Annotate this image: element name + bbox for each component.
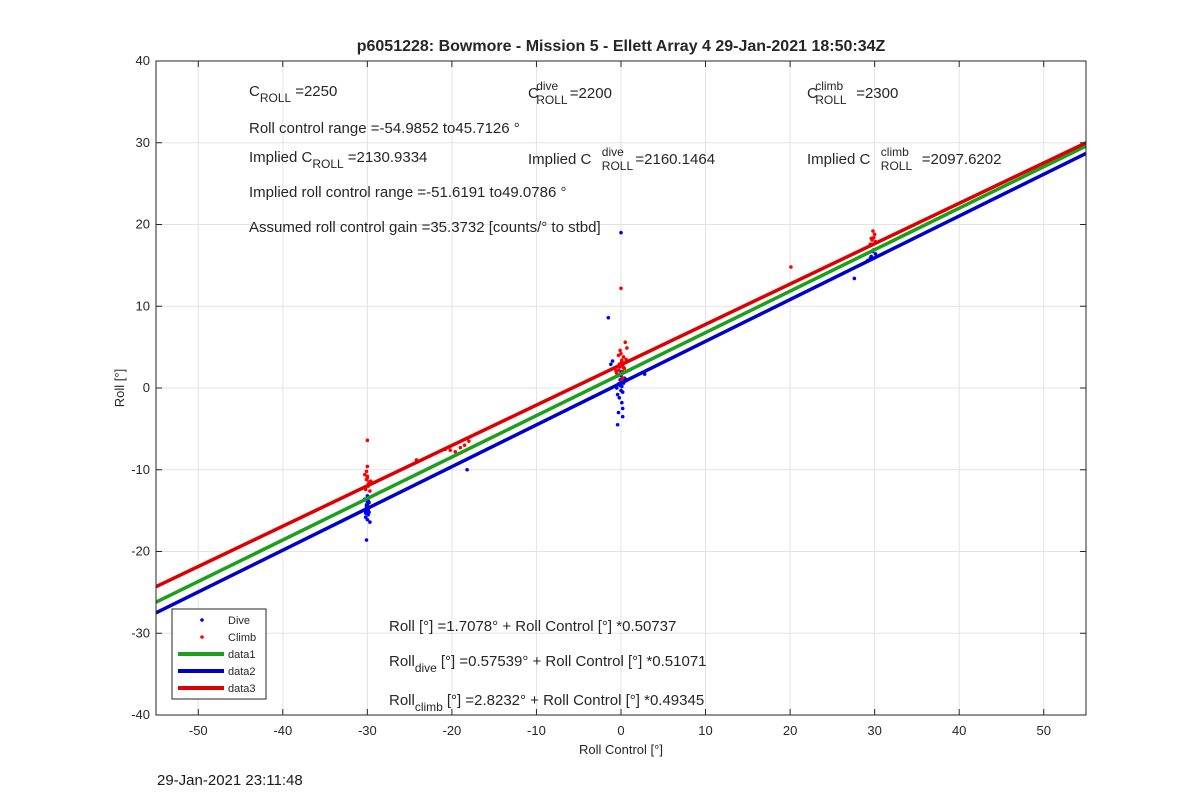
data-point-climb <box>872 232 877 237</box>
y-tick-label: -20 <box>131 544 150 559</box>
y-axis-label: Roll [°] <box>112 369 127 407</box>
y-tick-label: 30 <box>136 135 150 150</box>
data-point-climb <box>623 340 628 345</box>
y-tick-label: 10 <box>136 298 150 313</box>
annotation-c-roll: CROLL =2250 <box>249 83 337 105</box>
fit-line-data1 <box>156 144 1086 604</box>
data-point-dive <box>609 362 613 367</box>
data-point-climb <box>871 229 875 233</box>
y-tick-label: 0 <box>143 380 150 395</box>
y-tick-label: -10 <box>131 462 150 477</box>
x-tick-label: 50 <box>1036 723 1050 738</box>
data-point-dive <box>873 252 878 256</box>
data-point-dive <box>619 388 623 393</box>
legend-marker-climb <box>200 635 204 639</box>
fit-line-data2 <box>156 151 1086 615</box>
annotation-roll-range: Roll control range =-54.9852 to45.7126 ° <box>249 120 520 137</box>
annotation-c-roll-dive: Cdive ROLL =2200 <box>528 79 612 107</box>
print-timestamp: 29-Jan-2021 23:11:48 <box>157 772 303 789</box>
data-point-climb <box>467 439 471 443</box>
data-point-climb <box>616 353 621 358</box>
legend-label-data3: data3 <box>228 683 256 695</box>
data-point-dive <box>367 510 371 515</box>
data-point-dive <box>363 515 368 519</box>
data-point-dive <box>620 406 625 411</box>
data-point-climb <box>458 445 463 450</box>
data-point-climb <box>869 236 874 241</box>
legend: Dive Climb data1 data2 data3 <box>171 608 267 700</box>
data-point-climb <box>365 476 370 480</box>
data-point-climb <box>789 265 793 269</box>
annotations: CROLL =2250 Cdive ROLL =2200 Cclimb ROLL =2300 R… <box>249 79 1001 714</box>
legend-label-data2: data2 <box>228 666 256 678</box>
x-tick-label: 20 <box>783 723 797 738</box>
y-tick-label: -30 <box>131 625 150 640</box>
chart-title: p6051228: Bowmore - Mission 5 - Ellett A… <box>357 38 886 55</box>
data-point-dive <box>364 538 369 542</box>
data-point-climb <box>365 464 370 469</box>
data-point-climb <box>448 448 453 452</box>
y-tick-label: 40 <box>136 53 150 68</box>
data-point-climb <box>614 369 618 373</box>
annotation-implied-c-roll: Implied CROLL =2130.9334 <box>249 149 427 171</box>
annotation-fit-dive: Rolldive [°] =0.57539° + Roll Control [°]… <box>389 653 707 675</box>
data-point-climb <box>365 438 370 443</box>
x-tick-label: -20 <box>443 723 462 738</box>
data-point-dive <box>852 276 857 281</box>
x-tick-label: 40 <box>952 723 966 738</box>
annotation-gain: Assumed roll control gain =35.3732 [coun… <box>249 219 601 236</box>
fit-line-data3 <box>156 141 1086 589</box>
data-point-climb <box>364 469 369 474</box>
data-point-dive <box>615 392 620 397</box>
data-point-climb <box>368 489 372 493</box>
x-tick-label: 30 <box>867 723 881 738</box>
x-tick-label: 0 <box>617 723 624 738</box>
annotation-implied-range: Implied roll control range =-51.6191 to4… <box>249 184 566 201</box>
plot-data <box>156 141 1086 615</box>
x-tick-label: -50 <box>189 723 208 738</box>
legend-label-climb: Climb <box>228 632 256 644</box>
data-point-climb <box>453 449 458 454</box>
data-point-climb <box>363 472 367 477</box>
data-point-dive <box>610 359 615 363</box>
annotation-c-roll-climb: Cclimb ROLL =2300 <box>807 79 898 107</box>
x-axis-label: Roll Control [°] <box>579 742 663 757</box>
annotation-fit-climb: Rollclimb [°] =2.8232° + Roll Control [°]… <box>389 692 704 714</box>
data-point-climb <box>618 348 622 353</box>
data-point-climb <box>625 346 629 350</box>
x-tick-label: -10 <box>527 723 546 738</box>
data-point-dive <box>465 467 469 472</box>
data-point-climb <box>621 355 626 359</box>
legend-marker-dive <box>200 618 204 622</box>
data-point-dive <box>617 396 622 400</box>
x-tick-label: 10 <box>698 723 712 738</box>
data-point-dive <box>619 230 623 235</box>
data-point-climb <box>462 443 467 448</box>
data-point-dive <box>606 315 611 320</box>
data-point-dive <box>368 520 372 524</box>
y-tick-label: -40 <box>131 707 150 722</box>
legend-label-dive: Dive <box>228 615 250 627</box>
tick-labels: -50 -40 -30 -20 -10 0 10 20 30 40 50 -40 -30 -20 -10 0 1… <box>131 53 1086 738</box>
y-tick-label: 20 <box>136 217 150 232</box>
data-point-dive <box>615 422 620 427</box>
x-tick-label: -30 <box>358 723 377 738</box>
data-point-climb <box>621 365 626 370</box>
data-point-climb <box>619 286 623 291</box>
legend-label-data1: data1 <box>228 649 256 661</box>
data-point-dive <box>616 410 621 415</box>
x-tick-label: -40 <box>273 723 292 738</box>
annotation-fit-all: Roll [°] =1.7078° + Roll Control [°] *0.… <box>389 618 676 635</box>
data-point-dive <box>620 400 624 405</box>
data-point-dive <box>620 414 625 419</box>
